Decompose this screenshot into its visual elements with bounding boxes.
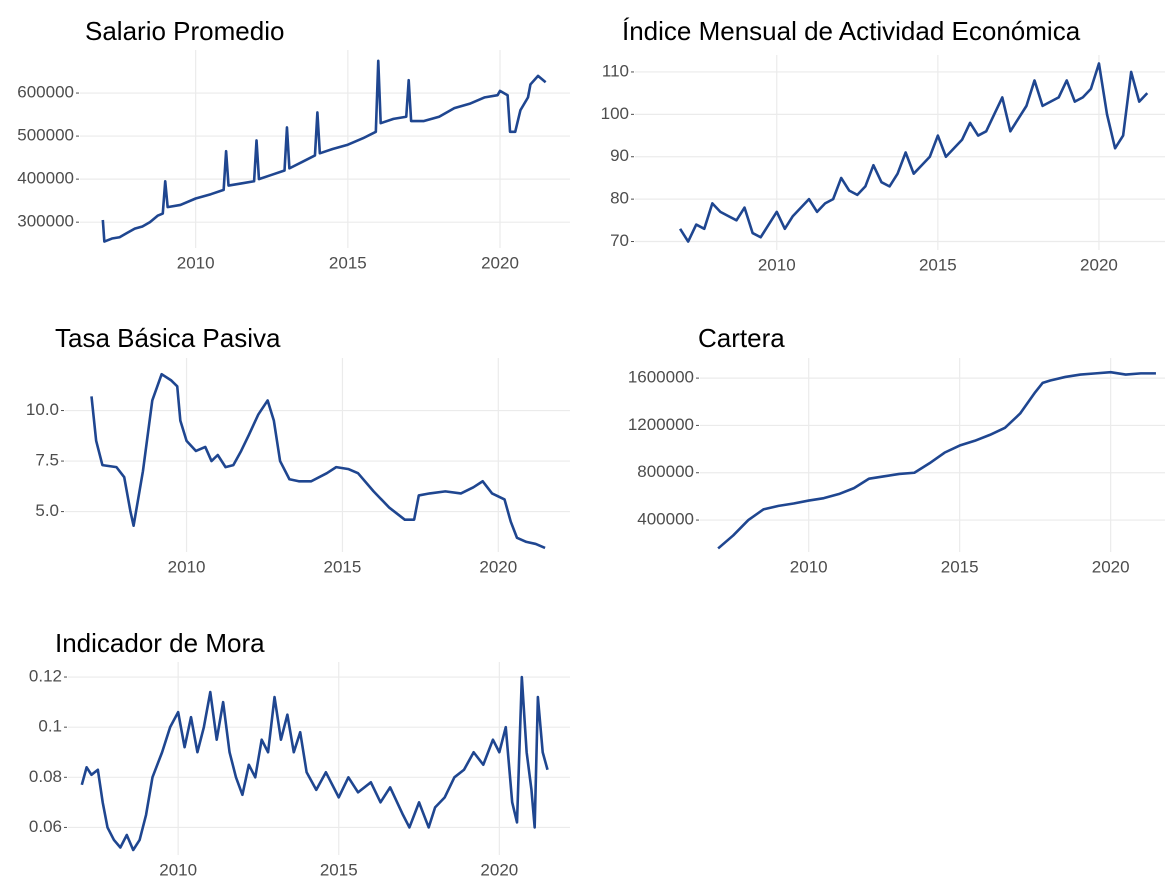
y-tick-label: 5.0 (35, 501, 59, 520)
y-tick-label: 100 (601, 104, 629, 123)
x-tick-label: 2020 (480, 860, 518, 879)
y-tick-label: 500000 (17, 126, 74, 145)
y-tick-label: 600000 (17, 83, 74, 102)
chart-title: Indicador de Mora (55, 628, 265, 658)
x-tick-label: 2020 (481, 253, 519, 272)
series-line (101, 59, 547, 243)
series-line (717, 370, 1156, 550)
x-tick-label: 2010 (758, 255, 796, 274)
y-tick-label: 300000 (17, 212, 74, 231)
x-tick-label: 2010 (177, 253, 215, 272)
x-tick-label: 2015 (324, 557, 362, 576)
y-tick-label: 0.12 (29, 667, 62, 686)
x-tick-label: 2010 (159, 860, 197, 879)
y-tick-label: 10.0 (26, 400, 59, 419)
x-tick-label: 2015 (941, 557, 979, 576)
x-tick-label: 2015 (320, 860, 358, 879)
y-tick-label: 800000 (637, 462, 694, 481)
x-tick-label: 2020 (1092, 557, 1130, 576)
y-tick-label: 1600000 (628, 368, 694, 387)
chart-title: Salario Promedio (85, 16, 284, 46)
y-tick-label: 90 (610, 146, 629, 165)
y-tick-label: 0.1 (38, 717, 62, 736)
chart-title: Índice Mensual de Actividad Económica (622, 16, 1081, 46)
x-tick-label: 2020 (479, 557, 517, 576)
series-line (90, 372, 546, 550)
y-tick-label: 400000 (17, 169, 74, 188)
y-tick-label: 80 (610, 189, 629, 208)
y-tick-label: 7.5 (35, 451, 59, 470)
series-line (679, 62, 1149, 243)
x-tick-label: 2020 (1080, 255, 1118, 274)
chart-title: Cartera (698, 323, 785, 353)
y-tick-label: 400000 (637, 510, 694, 529)
y-tick-label: 70 (610, 231, 629, 250)
y-tick-label: 110 (602, 61, 629, 80)
x-tick-label: 2015 (919, 255, 957, 274)
y-tick-label: 0.08 (29, 767, 62, 786)
x-tick-label: 2015 (329, 253, 367, 272)
series-line (80, 675, 549, 852)
y-tick-label: 1200000 (628, 415, 694, 434)
chart-title: Tasa Básica Pasiva (55, 323, 281, 353)
x-tick-label: 2010 (168, 557, 206, 576)
x-tick-label: 2010 (790, 557, 828, 576)
y-tick-label: 0.06 (29, 817, 62, 836)
